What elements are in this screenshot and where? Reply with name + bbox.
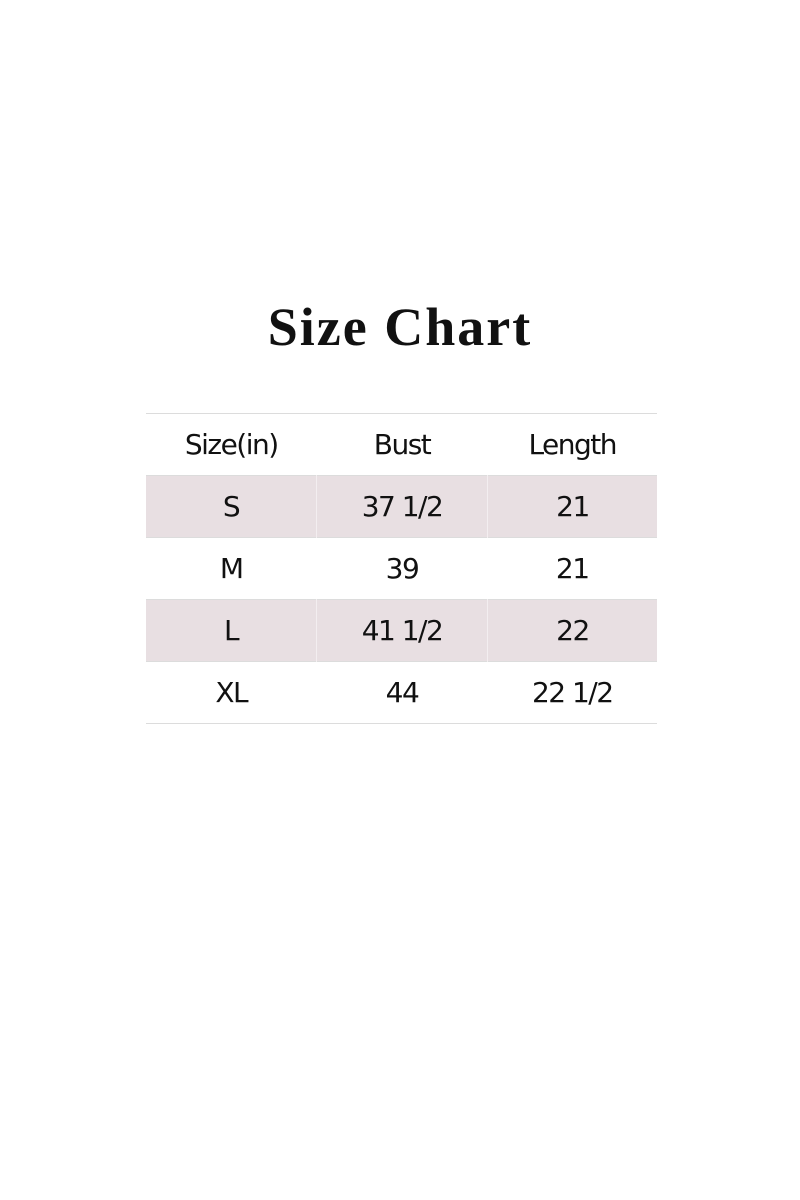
cell-length: 21 bbox=[487, 475, 657, 538]
cell-size: XL bbox=[146, 661, 317, 724]
cell-bust: 37 1/2 bbox=[316, 475, 488, 538]
table-row: M 39 21 bbox=[146, 537, 657, 600]
header-length: Length bbox=[487, 413, 657, 476]
cell-size: M bbox=[146, 537, 317, 600]
page-title: Size Chart bbox=[267, 297, 533, 357]
table-row: XL 44 22 1/2 bbox=[146, 661, 657, 724]
cell-length: 21 bbox=[487, 537, 657, 600]
cell-bust: 41 1/2 bbox=[316, 599, 488, 662]
size-chart-table: Size(in) Bust Length S 37 1/2 21 M 39 21… bbox=[146, 413, 657, 724]
cell-size: S bbox=[146, 475, 317, 538]
header-size: Size(in) bbox=[146, 413, 317, 476]
cell-length: 22 bbox=[487, 599, 657, 662]
table-header-row: Size(in) Bust Length bbox=[146, 413, 657, 476]
cell-bust: 39 bbox=[316, 537, 488, 600]
cell-size: L bbox=[146, 599, 317, 662]
table-row: S 37 1/2 21 bbox=[146, 475, 657, 538]
table-row: L 41 1/2 22 bbox=[146, 599, 657, 662]
cell-length: 22 1/2 bbox=[487, 661, 657, 724]
cell-bust: 44 bbox=[316, 661, 488, 724]
header-bust: Bust bbox=[316, 413, 488, 476]
